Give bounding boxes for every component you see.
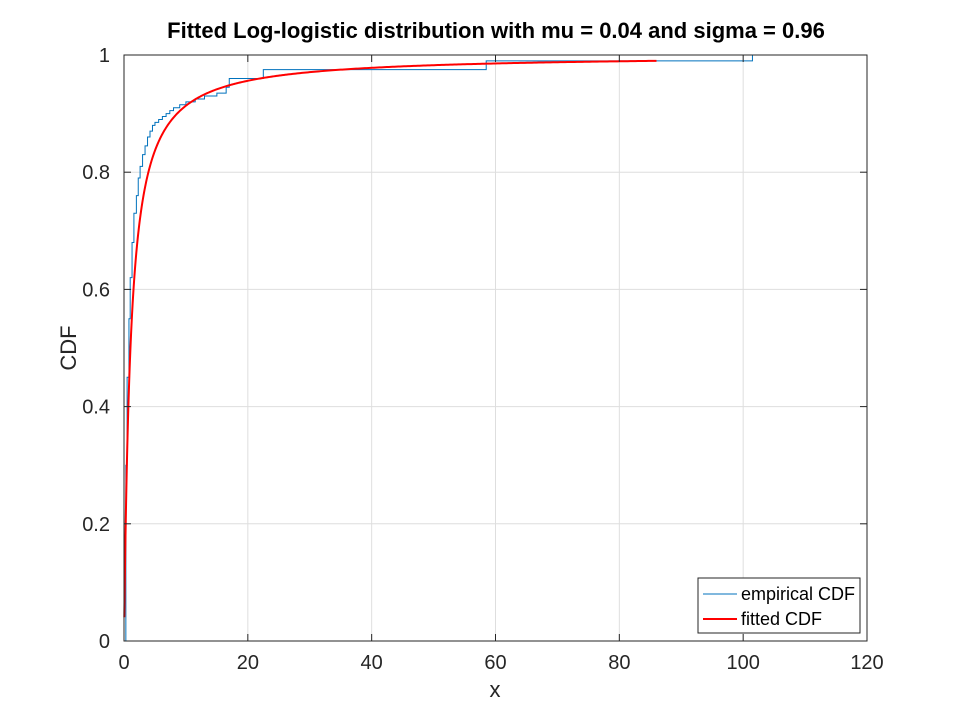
x-axis-label: x — [490, 677, 501, 702]
chart-title: Fitted Log-logistic distribution with mu… — [167, 18, 825, 43]
y-tick-label: 1 — [99, 45, 110, 67]
y-tick-labels: 0 0.2 0.4 0.6 0.8 1 — [82, 45, 110, 653]
y-tick-label: 0.8 — [82, 162, 110, 184]
x-tick-label: 100 — [726, 652, 759, 674]
y-tick-label: 0 — [99, 631, 110, 653]
series-layer — [123, 55, 753, 642]
y-axis-label: CDF — [56, 325, 81, 370]
legend-label-empirical-cdf: empirical CDF — [741, 584, 855, 604]
series-line-fitted-cdf — [123, 59, 657, 618]
x-tick-label: 60 — [484, 652, 506, 674]
legend: empirical CDF fitted CDF — [697, 577, 861, 634]
x-tick-label: 40 — [361, 652, 383, 674]
series-line-empirical-cdf — [124, 55, 753, 642]
legend-label-fitted-cdf: fitted CDF — [741, 609, 822, 629]
y-tick-label: 0.6 — [82, 279, 110, 301]
y-tick-label: 0.4 — [82, 397, 110, 419]
y-tick-label: 0.2 — [82, 514, 110, 536]
x-tick-label: 20 — [237, 652, 259, 674]
x-tick-label: 120 — [850, 652, 883, 674]
x-tick-label: 0 — [118, 652, 129, 674]
x-tick-label: 80 — [608, 652, 630, 674]
legend-box — [697, 577, 861, 634]
x-tick-labels: 0 20 40 60 80 100 120 — [118, 652, 883, 674]
tick-marks — [123, 54, 868, 642]
